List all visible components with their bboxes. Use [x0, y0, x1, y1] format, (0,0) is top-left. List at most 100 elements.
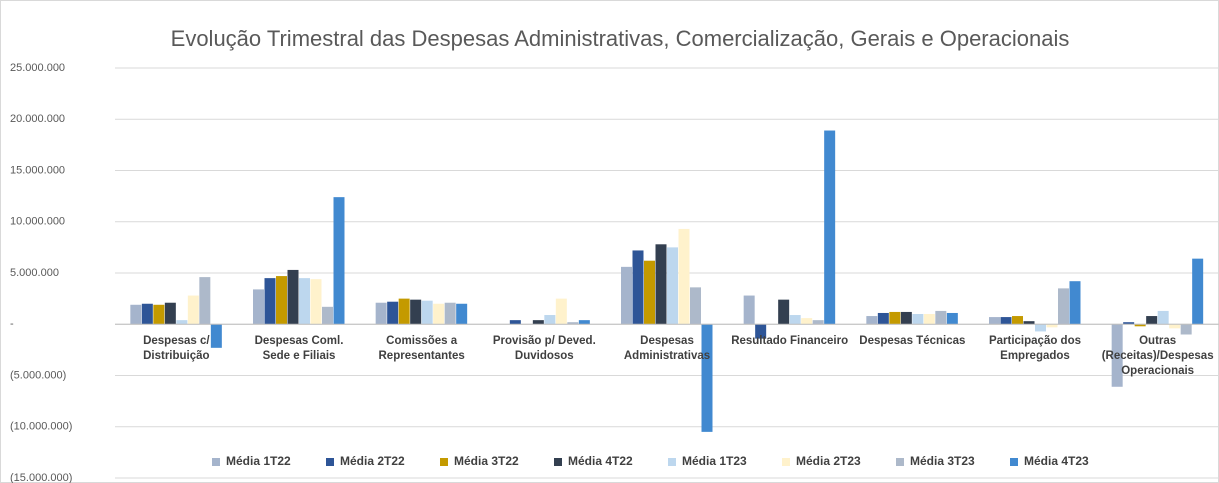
y-tick-label: (10.000.000): [10, 421, 72, 433]
bar: [1134, 324, 1146, 327]
legend-swatch: [782, 458, 790, 466]
x-tick-label: Resultado Financeiro: [731, 335, 849, 348]
bar: [333, 197, 345, 325]
bar: [375, 302, 387, 325]
bar: [410, 299, 422, 325]
y-tick-label: -: [10, 318, 14, 330]
bar: [421, 300, 433, 325]
bar: [755, 324, 767, 339]
bar: [1046, 324, 1058, 328]
bar: [444, 302, 456, 325]
legend-swatch: [554, 458, 562, 466]
bar: [743, 295, 755, 325]
bar: [889, 311, 901, 325]
bar: [655, 244, 667, 325]
legend-swatch: [896, 458, 904, 466]
x-tick-label: Despesas Coml. Sede e Filiais: [254, 335, 344, 363]
legend-label: Média 2T22: [340, 454, 405, 468]
legend-label: Média 3T23: [910, 454, 975, 468]
bar: [532, 320, 544, 325]
bar: [1000, 317, 1012, 325]
bar: [456, 303, 468, 325]
bar: [1058, 288, 1069, 325]
bar: [199, 277, 211, 325]
bar: [253, 289, 264, 325]
bar: [1157, 310, 1169, 325]
bar: [287, 269, 299, 325]
bar: [322, 306, 333, 325]
y-tick-label: 15.000.000: [10, 164, 65, 176]
bar: [578, 320, 590, 325]
bar: [801, 318, 813, 325]
bar: [678, 228, 690, 325]
bar: [923, 314, 935, 325]
bar: [310, 279, 322, 325]
bar: [621, 266, 632, 325]
bar: [141, 303, 153, 325]
bar: [701, 324, 713, 432]
bar: [433, 303, 445, 325]
bar: [176, 320, 188, 325]
bar: [1111, 324, 1123, 387]
bar: [935, 310, 947, 325]
bar: [632, 250, 644, 325]
bar: [164, 302, 176, 325]
legend-label: Média 2T23: [796, 454, 861, 468]
bar: [187, 295, 199, 325]
bar: [276, 276, 287, 325]
bar: [989, 317, 1000, 325]
bar: [544, 315, 556, 325]
bar: [567, 322, 579, 325]
bar: [299, 278, 310, 325]
bar: [1123, 322, 1135, 325]
chart-title: Evolução Trimestral das Despesas Adminis…: [171, 26, 1070, 51]
bar: [1069, 281, 1081, 325]
bar: [130, 304, 142, 325]
x-tick-label: Participação dos Empregados: [988, 335, 1082, 363]
bar: [877, 312, 889, 325]
bar: [1180, 324, 1192, 335]
legend-swatch: [326, 458, 334, 466]
legend-swatch: [668, 458, 676, 466]
y-tick-label: (5.000.000): [10, 369, 66, 381]
y-tick-label: 20.000.000: [10, 113, 65, 125]
bar: [644, 260, 655, 325]
x-tick-label: Comissões a Representantes: [378, 335, 465, 363]
bar: [387, 301, 399, 325]
bar: [1035, 324, 1046, 332]
bar: [210, 324, 222, 348]
legend-swatch: [212, 458, 220, 466]
bar: [778, 299, 790, 325]
bar: [264, 278, 276, 325]
x-tick-label: Provisão p/ Deved. Duvidosos: [492, 335, 596, 363]
y-tick-label: 5.000.000: [10, 267, 59, 279]
bar: [900, 311, 912, 325]
bar: [912, 314, 924, 325]
legend-label: Média 1T23: [682, 454, 747, 468]
bar: [824, 130, 836, 325]
bar: [398, 298, 410, 325]
bar: [946, 312, 958, 325]
bar: [1023, 321, 1035, 325]
legend-label: Média 4T23: [1024, 454, 1089, 468]
bar: [509, 320, 521, 325]
legend-swatch: [440, 458, 448, 466]
legend-label: Média 3T22: [454, 454, 519, 468]
bar: [1012, 316, 1023, 325]
bar: [789, 315, 801, 325]
legend-label: Média 4T22: [568, 454, 633, 468]
x-tick-label: Despesas Técnicas: [859, 335, 966, 348]
bar: [1192, 258, 1204, 325]
bar: [667, 247, 678, 325]
y-tick-label: 25.000.000: [10, 62, 65, 74]
bar: [555, 298, 567, 325]
x-tick-label: Despesas Administrativas: [623, 335, 711, 363]
bar: [690, 287, 701, 325]
y-tick-label: 10.000.000: [10, 216, 65, 228]
bar: [153, 304, 165, 325]
x-tick-label: Despesas c/ Distribuição: [143, 335, 210, 363]
legend-label: Média 1T22: [226, 454, 291, 468]
